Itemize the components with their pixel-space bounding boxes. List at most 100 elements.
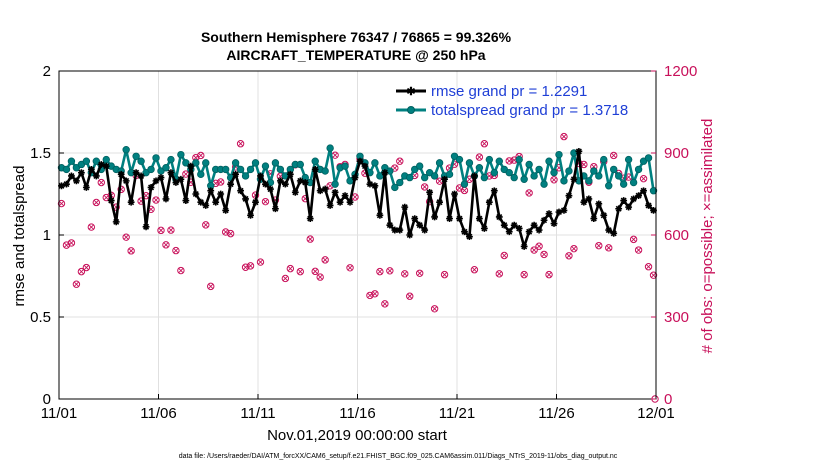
- obs-possible-point: [644, 263, 653, 271]
- obs-possible-point: [127, 247, 135, 255]
- rmse-point: [386, 221, 394, 229]
- obs-possible-point: [77, 267, 86, 276]
- obs-possible-point: [540, 250, 548, 259]
- obs-assimilated-point: [566, 253, 572, 259]
- obs-possible-point: [87, 223, 96, 231]
- obs-assimilated-point: [481, 140, 488, 147]
- x-tick-label: 11/06: [140, 405, 176, 422]
- obs-assimilated-point: [640, 175, 647, 182]
- obs-assimilated-point: [571, 245, 577, 252]
- obs-assimilated-point: [237, 140, 244, 147]
- rmse-point: [446, 215, 453, 222]
- obs-assimilated-point: [377, 268, 383, 275]
- totalspread-point: [495, 157, 503, 165]
- obs-assimilated-point: [78, 268, 85, 275]
- rmse-point: [286, 170, 294, 178]
- totalspread-point: [202, 159, 210, 167]
- totalspread-point: [396, 178, 404, 187]
- totalspread-point: [530, 172, 538, 180]
- totalspread-point: [376, 172, 384, 180]
- rmse-point: [132, 169, 140, 177]
- rmse-point: [401, 203, 409, 211]
- y-axis-right: 0 300 600 900 1200: [651, 63, 697, 408]
- rmse-point: [346, 198, 354, 206]
- obs-possible-point: [97, 178, 105, 187]
- obs-possible-point: [520, 270, 528, 279]
- rmse-point: [366, 180, 374, 188]
- obs-possible-point: [525, 189, 533, 197]
- totalspread-point: [420, 173, 429, 182]
- rmse-point: [605, 226, 613, 234]
- totalspread-point: [271, 159, 280, 167]
- obs-assimilated-point: [397, 158, 403, 164]
- totalspread-point: [595, 172, 603, 180]
- obs-possible-point: [316, 273, 324, 281]
- obs-assimilated-point: [561, 133, 567, 140]
- rmse-point: [451, 190, 458, 198]
- obs-possible-point: [376, 267, 384, 276]
- totalspread-point: [162, 164, 170, 172]
- obs-possible-point: [306, 235, 314, 243]
- rmse-point: [396, 226, 404, 234]
- obs-possible-point: [634, 246, 643, 254]
- rmse-point: [560, 207, 568, 214]
- obs-possible-point: [605, 244, 613, 252]
- totalspread-point: [644, 154, 653, 162]
- x-tick-label: 12/01: [637, 405, 675, 422]
- totalspread-point: [614, 172, 623, 180]
- obs-possible-point: [565, 252, 573, 260]
- totalspread-point: [406, 173, 414, 182]
- rmse-point: [625, 203, 633, 211]
- obs-possible-point: [406, 292, 414, 300]
- obs-possible-point: [610, 151, 618, 160]
- rmse-point: [157, 174, 165, 181]
- rmse-point: [117, 170, 125, 178]
- rmse-point: [97, 161, 105, 168]
- obs-possible-point: [649, 271, 658, 279]
- rmse-point: [247, 211, 254, 219]
- obs-possible-point: [530, 246, 538, 254]
- obs-possible-point: [72, 280, 81, 288]
- obs-assimilated-point: [625, 174, 632, 180]
- obs-assimilated-point: [183, 171, 189, 177]
- rmse-point: [376, 211, 384, 219]
- totalspread-point: [430, 172, 439, 180]
- obs-assimilated-point: [461, 187, 468, 194]
- totalspread-point: [455, 155, 464, 164]
- obs-possible-point: [197, 151, 205, 160]
- rmse-point: [421, 226, 429, 234]
- obs-possible-point: [401, 270, 409, 278]
- obs-possible-point: [470, 266, 479, 274]
- y2-axis-label: # of obs: o=possible; ×=assimilated: [699, 119, 716, 354]
- rmse-point: [172, 179, 180, 186]
- totalspread-point: [600, 155, 608, 164]
- totalspread-point: [132, 152, 140, 160]
- obs-assimilated-point: [93, 199, 100, 206]
- rmse-point: [600, 211, 608, 219]
- y2-tick-label: 600: [664, 227, 689, 244]
- totalspread-point: [92, 157, 101, 165]
- totalspread-point: [102, 155, 110, 164]
- rmse-point: [535, 226, 543, 234]
- obs-assimilated-point: [262, 198, 269, 205]
- obs-assimilated-point: [431, 306, 438, 312]
- obs-assimilated-point: [581, 161, 587, 168]
- legend-rmse-marker: ✱: [406, 86, 415, 98]
- rmse-point: [485, 198, 493, 206]
- rmse-point: [296, 177, 304, 185]
- totalspread-point: [192, 159, 200, 167]
- totalspread-point: [346, 177, 354, 185]
- totalspread-point: [371, 159, 379, 167]
- rmse-point: [406, 231, 414, 239]
- obs-possible-point: [216, 178, 225, 186]
- totalspread-point: [525, 160, 533, 169]
- obs-possible-point: [286, 264, 295, 273]
- rmse-point: [351, 174, 359, 181]
- totalspread-point: [182, 159, 190, 167]
- obs-possible-point: [82, 263, 91, 272]
- totalspread-point: [147, 165, 155, 174]
- obs-assimilated-point: [297, 268, 304, 275]
- y-tick-label: 1.5: [30, 145, 51, 162]
- obs-assimilated-point: [606, 245, 612, 251]
